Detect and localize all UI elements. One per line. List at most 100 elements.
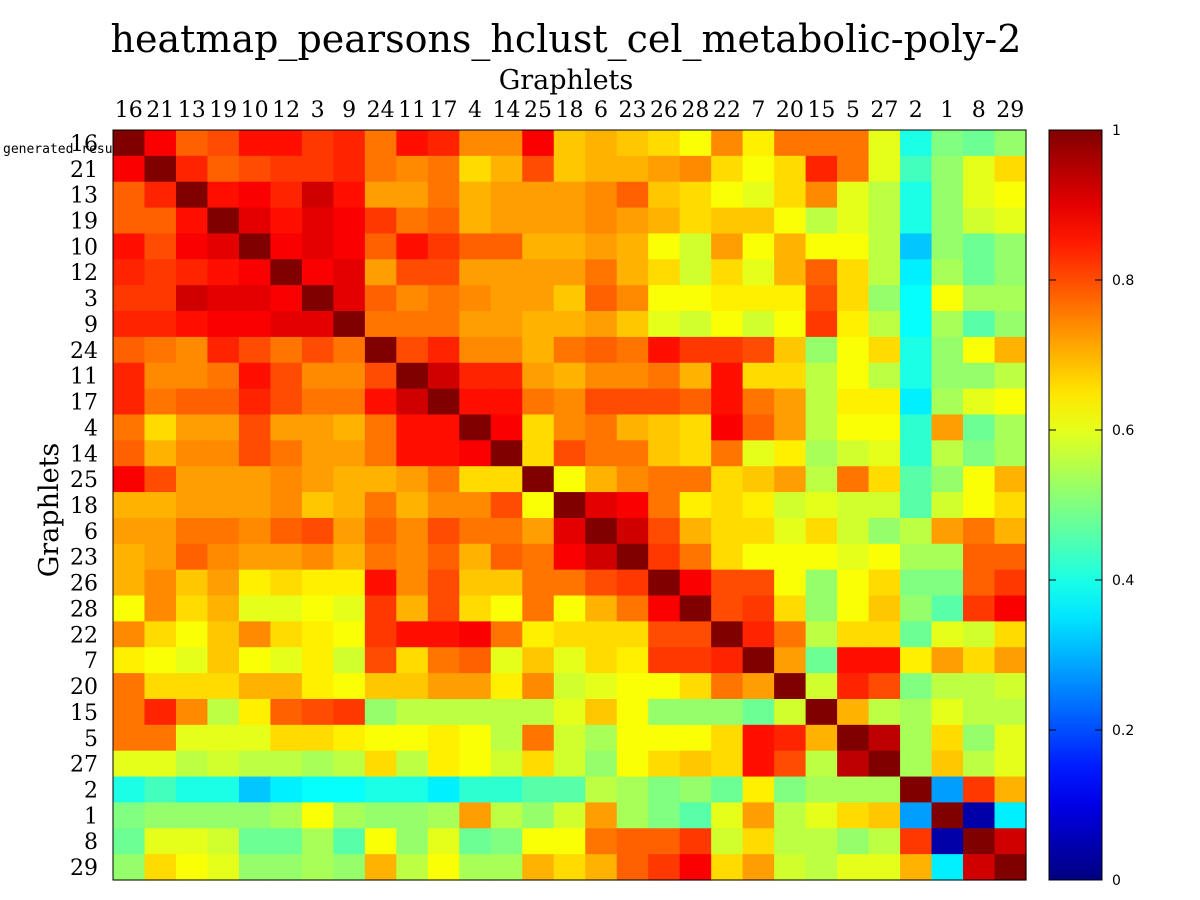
heatmap-cell-14-14 bbox=[490, 440, 523, 467]
heatmap-cell-18-19 bbox=[207, 492, 240, 519]
heatmap-cell-7-21 bbox=[144, 647, 177, 674]
heatmap-cell-14-2 bbox=[900, 440, 933, 467]
heatmap-cell-28-29 bbox=[994, 595, 1027, 622]
colorbar-tick-label: 0.8 bbox=[1112, 273, 1134, 289]
heatmap-cell-13-19 bbox=[207, 181, 240, 209]
heatmap-cell-15-1 bbox=[931, 698, 964, 726]
heatmap-cell-20-25 bbox=[522, 673, 555, 700]
heatmap-cell-3-16 bbox=[113, 285, 146, 312]
heatmap-cell-23-12 bbox=[270, 543, 303, 571]
heatmap-cell-9-16 bbox=[113, 311, 146, 338]
heatmap-cell-11-19 bbox=[207, 362, 240, 390]
colorbar-tick-label: 0.2 bbox=[1112, 723, 1134, 739]
heatmap-cell-20-5 bbox=[837, 673, 870, 700]
heatmap-cell-22-22 bbox=[711, 621, 744, 648]
heatmap-cell-23-9 bbox=[333, 543, 366, 571]
heatmap-cell-7-29 bbox=[994, 647, 1027, 674]
heatmap-cell-4-2 bbox=[900, 414, 933, 441]
heatmap-cell-15-27 bbox=[868, 698, 901, 726]
heatmap-cell-3-24 bbox=[364, 285, 397, 312]
heatmap-cell-27-24 bbox=[364, 750, 397, 778]
heatmap-cell-4-26 bbox=[648, 414, 681, 441]
heatmap-cell-6-12 bbox=[270, 517, 303, 545]
heatmap-cell-17-3 bbox=[301, 388, 334, 416]
heatmap-cell-23-20 bbox=[774, 543, 807, 571]
y-tick-label: 15 bbox=[70, 701, 98, 726]
heatmap-cell-15-3 bbox=[301, 698, 334, 726]
heatmap-cell-5-5 bbox=[837, 724, 870, 752]
heatmap-cell-24-22 bbox=[711, 336, 744, 364]
heatmap-cell-14-1 bbox=[931, 440, 964, 467]
heatmap-cell-1-6 bbox=[585, 802, 618, 829]
heatmap-cell-17-5 bbox=[837, 388, 870, 416]
heatmap-cell-25-20 bbox=[774, 466, 807, 493]
heatmap-cell-7-28 bbox=[679, 647, 712, 674]
heatmap-cell-1-26 bbox=[648, 802, 681, 829]
heatmap-cell-18-13 bbox=[175, 492, 209, 519]
heatmap-cell-17-21 bbox=[144, 388, 177, 416]
heatmap-cell-3-28 bbox=[679, 285, 712, 312]
heatmap-cell-25-26 bbox=[648, 466, 681, 493]
heatmap-cell-13-21 bbox=[144, 181, 177, 209]
heatmap-cell-6-9 bbox=[333, 517, 366, 545]
heatmap-cell-6-21 bbox=[144, 517, 177, 545]
heatmap-cell-24-12 bbox=[270, 336, 303, 364]
heatmap-cell-26-9 bbox=[333, 569, 366, 597]
heatmap-cell-13-1 bbox=[931, 181, 964, 209]
heatmap-cell-23-17 bbox=[427, 543, 460, 571]
heatmap-cell-22-26 bbox=[648, 621, 681, 648]
heatmap-cell-10-21 bbox=[144, 233, 177, 260]
heatmap-cell-27-12 bbox=[270, 750, 303, 778]
heatmap-cell-15-16 bbox=[113, 698, 146, 726]
heatmap-cell-8-4 bbox=[459, 828, 492, 855]
heatmap-cell-5-26 bbox=[648, 724, 681, 752]
heatmap-cell-8-8 bbox=[963, 828, 996, 855]
heatmap-cell-9-17 bbox=[427, 311, 460, 338]
heatmap-cell-10-11 bbox=[396, 233, 429, 260]
heatmap-cell-13-17 bbox=[427, 181, 460, 209]
heatmap-cell-27-18 bbox=[553, 750, 586, 778]
heatmap-cell-10-15 bbox=[805, 233, 838, 260]
heatmap-cell-27-9 bbox=[333, 750, 366, 778]
heatmap-cell-11-3 bbox=[301, 362, 334, 390]
heatmap-cell-28-28 bbox=[679, 595, 712, 622]
y-tick-label: 10 bbox=[70, 235, 98, 260]
heatmap-cell-12-12 bbox=[270, 259, 303, 286]
heatmap-cell-1-17 bbox=[427, 802, 460, 829]
heatmap-cell-14-6 bbox=[585, 440, 618, 467]
heatmap-cell-1-4 bbox=[459, 802, 492, 829]
heatmap-cell-3-7 bbox=[742, 285, 775, 312]
heatmap-cell-22-6 bbox=[585, 621, 618, 648]
heatmap-cell-14-15 bbox=[805, 440, 838, 467]
heatmap-cell-27-23 bbox=[616, 750, 649, 778]
heatmap-cell-21-5 bbox=[837, 155, 870, 183]
heatmap-cell-12-9 bbox=[333, 259, 366, 286]
heatmap-cell-16-20 bbox=[774, 130, 807, 157]
heatmap-cell-18-5 bbox=[837, 492, 870, 519]
heatmap-cell-3-17 bbox=[427, 285, 460, 312]
heatmap-cell-3-18 bbox=[553, 285, 586, 312]
heatmap-cell-8-29 bbox=[994, 828, 1027, 855]
heatmap-cell-3-29 bbox=[994, 285, 1027, 312]
x-tick-label: 1 bbox=[940, 98, 954, 123]
heatmap-cell-21-27 bbox=[868, 155, 901, 183]
heatmap-cell-20-29 bbox=[994, 673, 1027, 700]
heatmap-cell-25-10 bbox=[238, 466, 272, 493]
heatmap-cell-13-24 bbox=[364, 181, 397, 209]
heatmap-cell-20-28 bbox=[679, 673, 712, 700]
heatmap-cell-19-17 bbox=[427, 207, 460, 235]
heatmap-cell-12-16 bbox=[113, 259, 146, 286]
heatmap-cell-22-20 bbox=[774, 621, 807, 648]
heatmap-cell-29-11 bbox=[396, 854, 429, 881]
heatmap-cell-4-8 bbox=[963, 414, 996, 441]
heatmap-cell-19-1 bbox=[931, 207, 964, 235]
heatmap-cell-21-29 bbox=[994, 155, 1027, 183]
heatmap-cell-5-2 bbox=[900, 724, 933, 752]
heatmap-cell-1-1 bbox=[931, 802, 964, 829]
heatmap-cell-22-27 bbox=[868, 621, 901, 648]
heatmap-cell-27-21 bbox=[144, 750, 177, 778]
heatmap-cell-26-21 bbox=[144, 569, 177, 597]
colorbar-tick-label: 0.4 bbox=[1112, 573, 1134, 589]
heatmap-cell-22-16 bbox=[113, 621, 146, 648]
heatmap-cell-6-16 bbox=[113, 517, 146, 545]
